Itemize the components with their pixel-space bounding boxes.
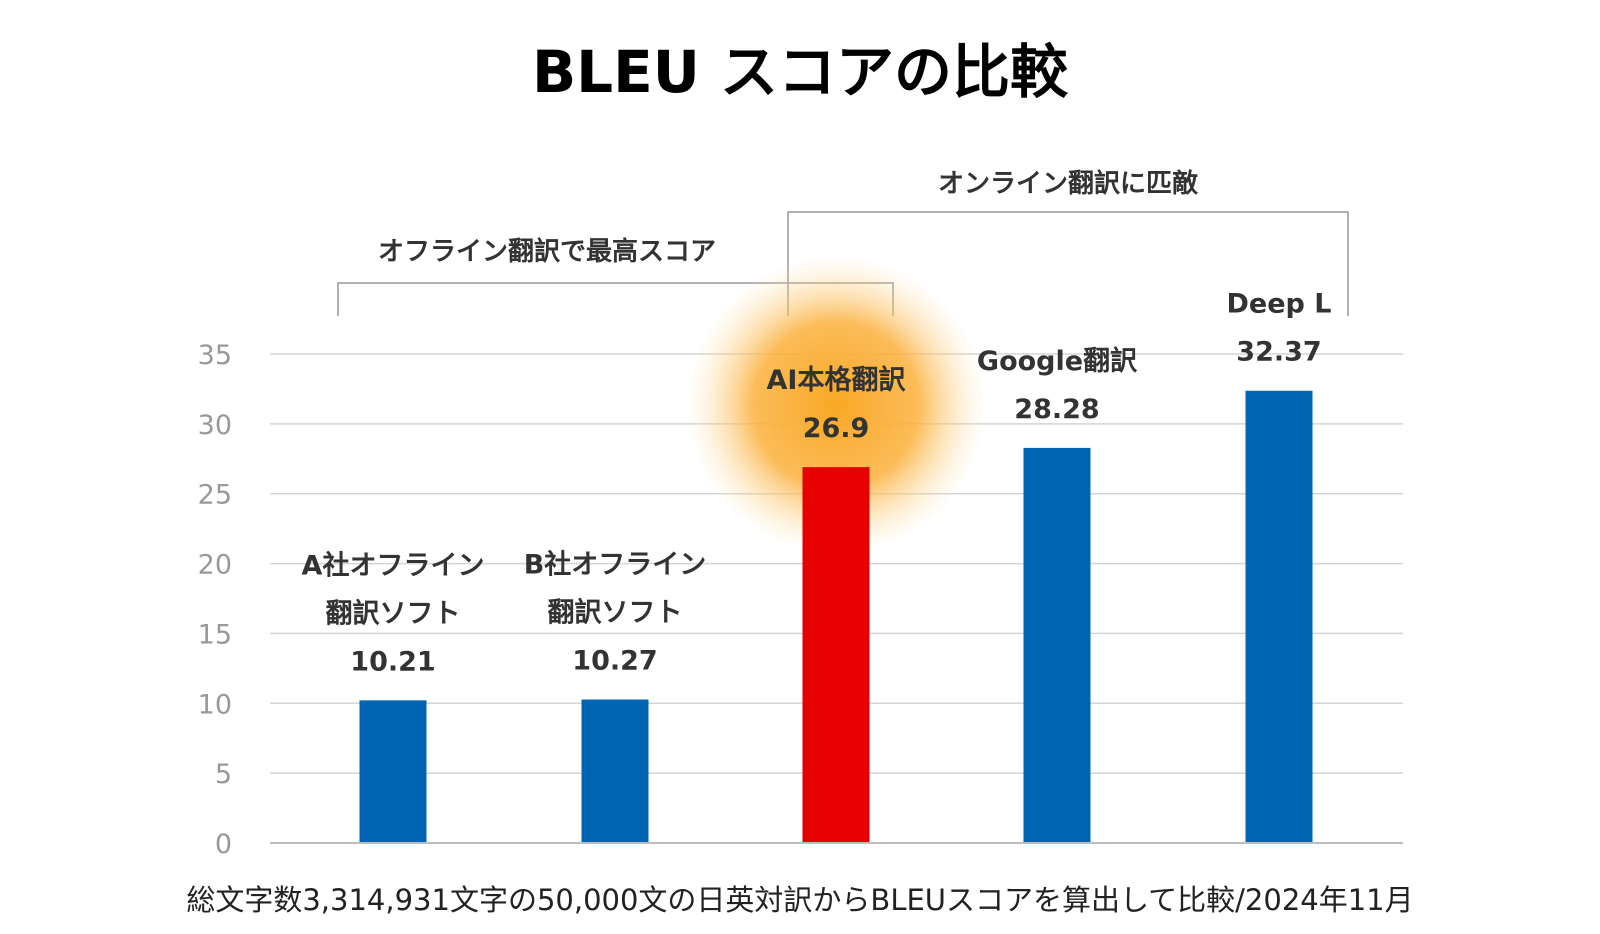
bar	[359, 700, 427, 843]
category-label: Deep L	[1227, 289, 1332, 320]
value-label: 10.27	[572, 646, 657, 677]
category-label: 翻訳ソフト	[548, 597, 683, 629]
y-tick-label: 30	[198, 410, 232, 441]
highlight-glow-circle	[686, 255, 986, 555]
bar	[1245, 390, 1313, 843]
y-tick-label: 35	[198, 340, 232, 371]
value-label: 10.21	[350, 646, 435, 677]
y-tick-label: 20	[198, 550, 232, 581]
y-tick-label: 0	[215, 829, 232, 860]
chart-title: BLEU スコアの比較	[532, 38, 1069, 106]
value-label: 26.9	[803, 413, 870, 444]
category-label: 翻訳ソフト	[326, 597, 461, 629]
category-label: AI本格翻訳	[767, 364, 907, 396]
highlight-glow	[686, 255, 986, 555]
offline-bracket-label: オフライン翻訳で最高スコア	[378, 236, 716, 267]
value-label: 28.28	[1014, 394, 1099, 425]
category-label: B社オフライン	[524, 549, 707, 581]
category-label: Google翻訳	[977, 345, 1138, 377]
footnote: 総文字数3,314,931文字の50,000文の日英対訳からBLEUスコアを算出…	[186, 883, 1413, 917]
bar	[581, 699, 649, 843]
online-bracket-label: オンライン翻訳に匹敵	[938, 168, 1199, 199]
y-tick-label: 10	[198, 689, 232, 720]
bar	[802, 467, 870, 843]
value-label: 32.37	[1236, 337, 1321, 368]
bar-labels: 10.21A社オフライン翻訳ソフト10.27B社オフライン翻訳ソフト26.9AI…	[302, 289, 1332, 678]
bar	[1023, 447, 1091, 843]
y-tick-label: 5	[215, 759, 232, 790]
category-label: A社オフライン	[302, 549, 485, 581]
y-axis-ticks: 0 5 10 15 20 25 30 35	[198, 340, 232, 860]
y-tick-label: 15	[198, 619, 232, 650]
bars	[359, 390, 1313, 843]
y-tick-label: 25	[198, 480, 232, 511]
